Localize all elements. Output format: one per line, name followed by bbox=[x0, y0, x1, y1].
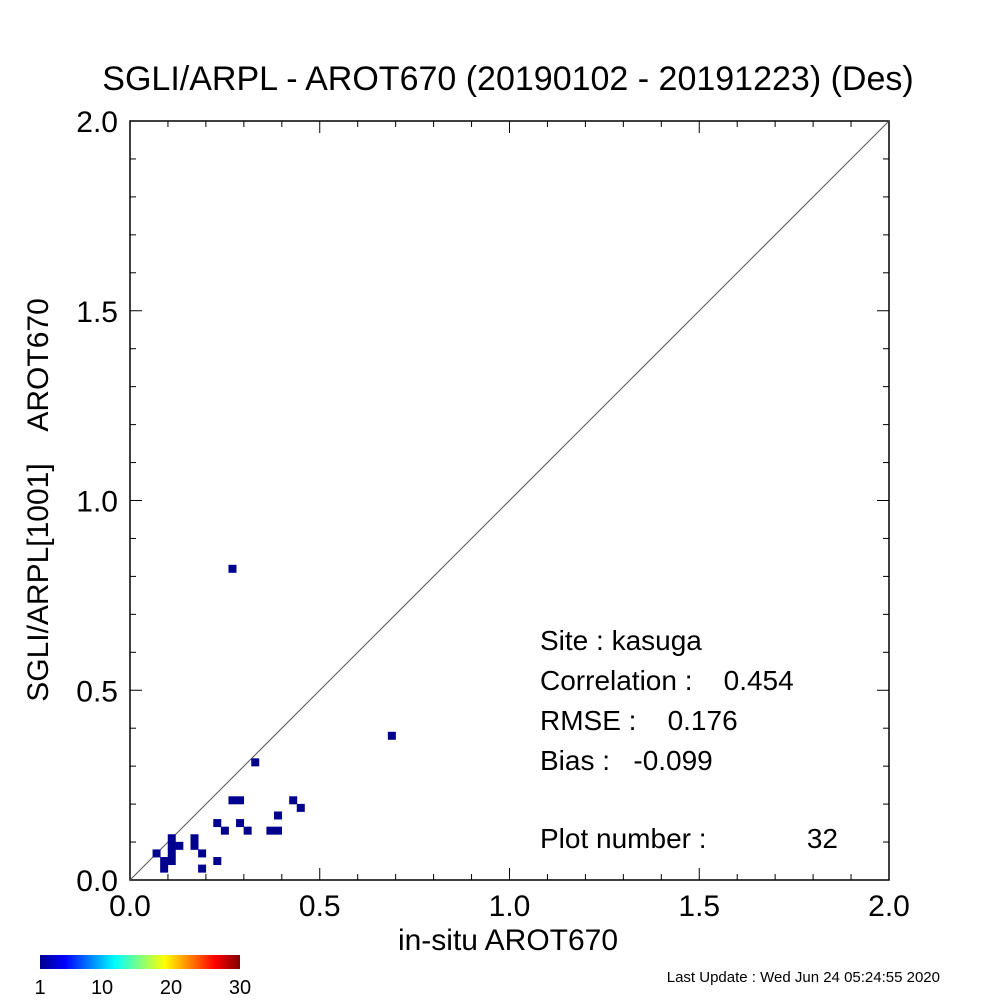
data-point bbox=[167, 841, 176, 850]
data-point bbox=[251, 758, 260, 767]
data-point bbox=[167, 849, 176, 858]
colorbar-tick-label: 10 bbox=[91, 977, 113, 999]
colorbar bbox=[40, 955, 240, 969]
y-tick-labels: 0.0 0.5 1.0 1.5 2.0 bbox=[76, 106, 118, 898]
data-point bbox=[220, 826, 229, 835]
last-update-footer: Last Update : Wed Jun 24 05:24:55 2020 bbox=[667, 969, 940, 986]
data-point bbox=[228, 796, 237, 805]
x-tick-label: 1.0 bbox=[489, 890, 531, 923]
data-point bbox=[296, 803, 305, 812]
data-point bbox=[228, 564, 237, 573]
stat-rmse: RMSE : 0.176 bbox=[540, 705, 738, 736]
data-point bbox=[167, 857, 176, 866]
x-tick-label: 0.5 bbox=[299, 890, 341, 923]
data-point bbox=[213, 857, 222, 866]
colorbar-tick-label: 1 bbox=[34, 977, 45, 999]
data-point bbox=[190, 841, 199, 850]
data-point bbox=[152, 849, 161, 858]
data-point bbox=[289, 796, 298, 805]
y-tick-label: 1.5 bbox=[76, 296, 118, 329]
x-axis-label: in-situ AROT670 bbox=[398, 924, 618, 957]
stat-bias: Bias : -0.099 bbox=[540, 745, 713, 776]
x-tick-label: 2.0 bbox=[868, 890, 910, 923]
y-tick-label: 1.0 bbox=[76, 486, 118, 519]
stat-plot-number: Plot number : bbox=[540, 823, 707, 854]
data-point bbox=[274, 811, 283, 820]
x-tick-label: 1.5 bbox=[678, 890, 720, 923]
data-point bbox=[175, 841, 184, 850]
data-points bbox=[152, 564, 396, 873]
y-tick-label: 0.0 bbox=[76, 865, 118, 898]
data-point bbox=[266, 826, 275, 835]
data-point bbox=[160, 864, 169, 873]
stat-plot-number-value: 32 bbox=[807, 823, 838, 854]
colorbar-tick-label: 20 bbox=[160, 977, 182, 999]
data-point bbox=[243, 826, 252, 835]
one-to-one-line bbox=[129, 120, 890, 881]
data-point bbox=[274, 826, 283, 835]
data-point bbox=[387, 731, 396, 740]
data-point bbox=[236, 796, 245, 805]
stats-box: Site : kasuga Correlation : 0.454 RMSE :… bbox=[540, 625, 838, 854]
y-tick-label: 2.0 bbox=[76, 106, 118, 139]
y-axis-label: SGLI/ARPL[1001] AROT670 bbox=[22, 298, 55, 702]
data-point bbox=[213, 819, 222, 828]
colorbar-tick-labels: 1 10 20 30 bbox=[34, 977, 251, 999]
chart-title: SGLI/ARPL - AROT670 (20190102 - 20191223… bbox=[102, 60, 913, 98]
stat-site: Site : kasuga bbox=[540, 625, 702, 656]
x-tick-label: 0.0 bbox=[109, 890, 151, 923]
data-point bbox=[198, 864, 207, 873]
data-point bbox=[167, 834, 176, 843]
stat-correlation: Correlation : 0.454 bbox=[540, 665, 794, 696]
axis-ticks bbox=[129, 120, 890, 881]
data-point bbox=[190, 834, 199, 843]
x-tick-labels: 0.0 0.5 1.0 1.5 2.0 bbox=[109, 890, 910, 923]
colorbar-tick-label: 30 bbox=[229, 977, 251, 999]
data-point bbox=[160, 857, 169, 866]
y-tick-label: 0.5 bbox=[76, 675, 118, 708]
data-point bbox=[236, 819, 245, 828]
data-point bbox=[198, 849, 207, 858]
